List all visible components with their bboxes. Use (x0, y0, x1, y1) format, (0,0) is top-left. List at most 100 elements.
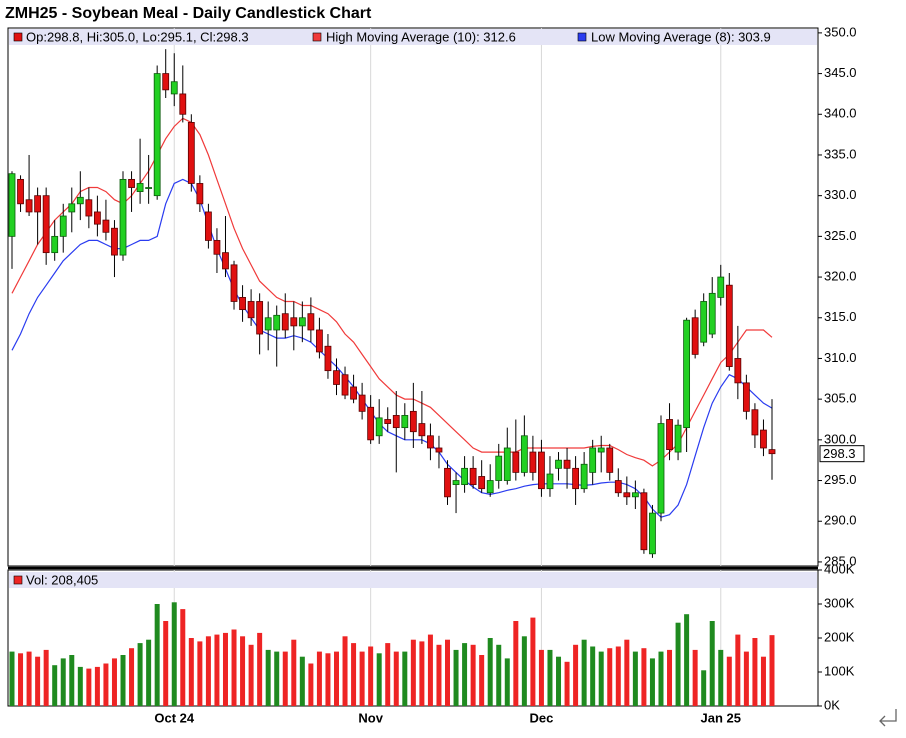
candle-body (34, 195, 42, 213)
candle-body (435, 447, 443, 453)
volume-bar (538, 649, 544, 706)
candle-body (418, 423, 426, 437)
price-panel (7, 27, 819, 567)
volume-bar (342, 636, 348, 706)
candle-body (290, 317, 298, 327)
candle-body (768, 449, 776, 455)
candle-body (520, 435, 528, 473)
volume-bar (590, 646, 596, 706)
y-tick-label: 310.0 (824, 350, 857, 365)
volume-bar (137, 643, 143, 706)
candle-body (324, 345, 332, 372)
volume-bar (735, 634, 741, 706)
volume-bar (197, 641, 203, 706)
x-tick-label: Jan 25 (701, 710, 741, 725)
volume-bar (120, 655, 126, 706)
candle-body (42, 195, 50, 254)
volume-bar (393, 651, 399, 706)
candle-body (717, 276, 725, 298)
volume-bar (427, 634, 433, 706)
volume-bar (18, 653, 24, 706)
volume-bar (581, 639, 587, 706)
volume-bar (111, 658, 117, 706)
volume-bar (726, 656, 732, 706)
candle-body (751, 409, 759, 436)
volume-bar (658, 651, 664, 706)
candle-body (350, 386, 357, 400)
y-tick-label: 315.0 (824, 309, 857, 324)
candle-body (196, 183, 204, 205)
candle-body (187, 122, 195, 184)
volume-bar (607, 648, 613, 706)
volume-bar (667, 649, 673, 706)
y-tick-label: 335.0 (824, 146, 857, 161)
volume-bar (760, 656, 766, 706)
candle-body (307, 313, 315, 331)
volume-bar (675, 622, 681, 706)
candle-body (512, 451, 520, 473)
candle-body (247, 301, 255, 319)
candle-body (461, 467, 468, 486)
candle-body (469, 467, 477, 486)
legend-label: Low Moving Average (8): 303.9 (591, 29, 771, 44)
volume-bar (701, 670, 707, 706)
y-tick-label: 305.0 (824, 391, 857, 406)
volume-bar (487, 638, 493, 706)
volume-bar (718, 649, 724, 706)
volume-bar (35, 656, 41, 706)
volume-bar (69, 655, 75, 706)
y-tick-label: 295.0 (824, 472, 857, 487)
y-tick-label: 200K (824, 629, 855, 644)
candle-body (683, 319, 691, 429)
candle-body (367, 406, 375, 441)
candle-body (538, 451, 545, 490)
candle-body (649, 512, 656, 555)
y-tick-label: 340.0 (824, 106, 857, 121)
candle-body (401, 415, 409, 429)
volume-bar (752, 638, 758, 706)
last-price-label: 298.3 (823, 446, 856, 461)
candle-body (59, 215, 67, 237)
candle-body (205, 211, 212, 241)
volume-bar (692, 649, 698, 706)
volume-bar (257, 632, 263, 706)
volume-bar (214, 634, 220, 706)
candle-body (563, 459, 571, 469)
volume-bar (325, 653, 331, 706)
candle-body (691, 317, 699, 355)
candle-body (725, 284, 733, 367)
y-tick-label: 350.0 (824, 24, 857, 39)
chart-title: ZMH25 - Soybean Meal - Daily Candlestick… (5, 5, 372, 22)
candle-body (606, 447, 614, 473)
volume-bar (282, 651, 288, 706)
legend-swatch (13, 32, 23, 42)
candle-body (734, 358, 742, 384)
candle-body (93, 211, 101, 225)
candle-body (375, 417, 383, 437)
y-tick-label: 100K (824, 663, 855, 678)
candle-body (153, 73, 161, 197)
volume-bar (462, 643, 468, 706)
volume-bar (265, 649, 271, 706)
volume-bar (479, 655, 485, 706)
volume-bar (351, 643, 357, 706)
last-price-box (819, 445, 865, 463)
candle-body (760, 429, 767, 449)
candle-body (572, 467, 579, 490)
candle-body (486, 480, 494, 494)
volume-bar (564, 661, 570, 706)
volume-bar (547, 649, 553, 706)
volume-bar (496, 644, 502, 706)
candle-body (170, 81, 178, 95)
volume-bar (299, 656, 305, 706)
volume-bar (52, 665, 58, 706)
candle-body (298, 317, 306, 327)
candle-body (179, 93, 187, 115)
volume-bar (436, 644, 442, 706)
y-tick-label: 345.0 (824, 65, 857, 80)
volume-bar (240, 636, 246, 706)
volume-bar (26, 651, 32, 706)
volume-bar (188, 638, 194, 706)
candle-body (222, 252, 229, 270)
legend-swatch (13, 575, 23, 585)
